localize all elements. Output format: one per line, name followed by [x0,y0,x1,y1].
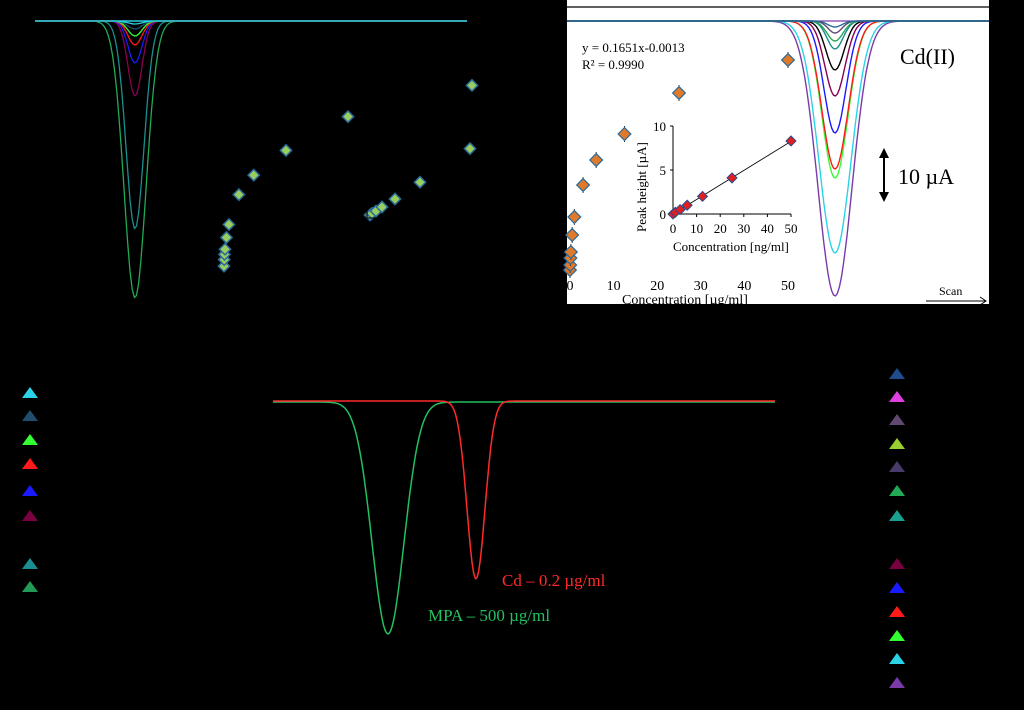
legend-right-marker [889,606,905,617]
legend-right-marker [889,653,905,664]
legend-left-marker [22,558,38,569]
inner-point [674,203,686,216]
panel-c: Cd – 0.2 µg/ml MPA – 500 µg/ml [273,400,775,635]
outer-x-tick-label: 20 [650,279,664,294]
panel-a-point [279,143,293,158]
panel-b: 0 10 20 30 40 50 Concentration [µg/ml] 0 10 20 3… [562,0,989,308]
panel-a-inner-point [388,192,402,206]
panel-a-curve [35,20,467,97]
panel-a-curve [35,20,467,230]
scan-label: Scan [939,284,962,298]
outer-point [588,152,604,168]
inner-x-tick-label: 0 [670,221,677,236]
inner-x-tick-label: 50 [785,221,798,236]
cd-label: Cd – 0.2 µg/ml [502,571,606,590]
outer-x-tick-label: 50 [781,279,795,294]
legend-left-marker [22,387,38,398]
outer-x-tick-label: 0 [567,279,574,294]
legend-right-marker [889,391,905,402]
outer-point [671,85,687,101]
panel-a-curve [35,20,467,64]
panel-a-point [219,230,234,245]
cd-voltammogram [273,400,775,580]
inner-point [785,135,797,147]
panel-a-curve [35,20,467,299]
panel-a-inner-point [413,175,427,189]
panel-b-curve [567,20,989,28]
regression-r2: R² = 0.9990 [582,57,644,72]
legend-left-marker [22,434,38,445]
legend-right-marker [889,414,905,425]
outer-x-tick-label: 40 [737,279,751,294]
legend-right-marker [889,558,905,569]
legend-left-marker [22,410,38,421]
outer-x-tick-label: 30 [694,279,708,294]
outer-point [564,227,580,243]
legend-left-marker [22,485,38,496]
panel-a-inset-axes [221,38,470,276]
legend-left-markers [22,387,38,592]
outer-point [617,126,632,142]
panel-a-curve [35,20,467,46]
legend-right-marker [889,510,905,521]
legend-right-markers [889,368,905,688]
legend-right-marker [889,438,905,449]
panel-b-background [567,0,989,304]
scale-bar-label: 10 µA [898,164,954,189]
panel-a-point [341,109,355,124]
mpa-label: MPA – 500 µg/ml [428,606,550,625]
panel-a-voltammograms [35,20,467,299]
outer-point [780,52,796,68]
outer-point [567,209,582,225]
outer-x-axis-title: Concentration [µg/ml] [622,293,748,308]
legend-right-marker [889,461,905,472]
regression-equation: y = 0.1651x-0.0013 [582,40,685,55]
legend-right-marker [889,582,905,593]
panel-a-point [222,217,236,232]
panel-a-point [232,187,246,202]
inner-y-tick-label: 0 [660,207,667,222]
panel-a-scatter-points [217,78,479,273]
legend-left-marker [22,581,38,592]
inner-x-tick-label: 30 [737,221,750,236]
panel-b-voltammograms [567,20,989,297]
inner-x-tick-label: 40 [761,221,774,236]
panel-a-point [247,168,261,182]
outer-point [575,177,591,193]
mpa-voltammogram [273,401,775,635]
panel-a-curve [35,20,467,25]
analyte-label: Cd(II) [900,44,955,69]
legend-left-marker [22,510,38,521]
panel-a-inner-point [463,141,477,156]
legend-right-marker [889,677,905,688]
panel-a-point [465,78,479,93]
panel-a-inner-axes [366,128,472,219]
legend-left-marker [22,458,38,469]
panel-a [35,20,479,299]
panel-a-inner-point [375,200,389,214]
panel-b-outer-plot: 0 10 20 30 40 50 [562,52,796,294]
inner-x-tick-label: 10 [690,221,703,236]
panel-a-point [218,242,232,256]
inner-point [696,190,709,203]
inner-y-tick-label: 10 [653,119,666,134]
inner-y-tick-label: 5 [660,163,667,178]
inner-y-axis-title: Peak height [µA] [634,142,649,232]
outer-x-tick-label: 10 [607,279,621,294]
outer-point [563,244,579,260]
scan-arrow [926,296,987,306]
scale-bar [879,148,889,202]
legend-right-marker [889,368,905,379]
panel-b-inner-plot: 0 10 20 30 40 50 0 5 10 [653,119,798,236]
inner-x-tick-label: 20 [714,221,727,236]
legend-right-marker [889,630,905,641]
inner-point [726,172,738,184]
legend-right-marker [889,485,905,496]
inner-point [681,199,693,211]
inner-x-axis-title: Concentration [ng/ml] [673,239,789,254]
